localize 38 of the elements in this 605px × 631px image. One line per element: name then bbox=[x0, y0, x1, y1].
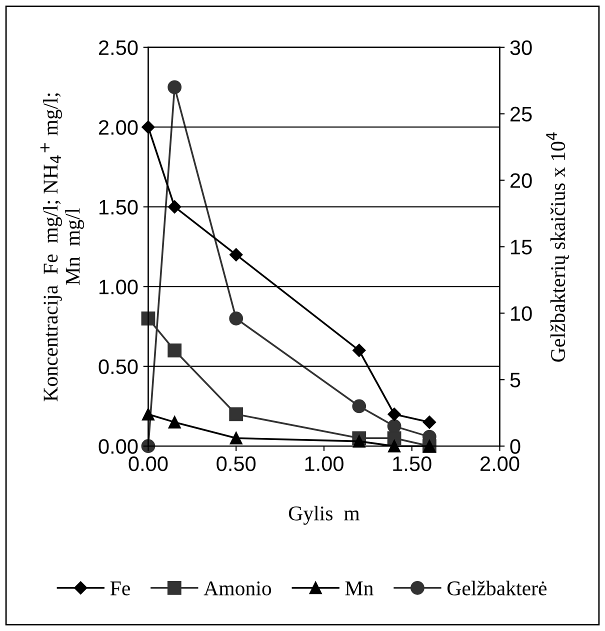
legend-label: Gelžbakterė bbox=[447, 580, 547, 596]
point bbox=[388, 408, 401, 421]
y-tick-label: 0.00 bbox=[98, 439, 138, 454]
y2-tick-label: 10 bbox=[511, 306, 532, 321]
point bbox=[230, 432, 242, 444]
point bbox=[229, 312, 244, 326]
point bbox=[352, 399, 366, 414]
legend-label: Amonio bbox=[204, 581, 272, 596]
y2-axis-title: Gelžbakterių skaičius x 10$^{4}$ bbox=[546, 132, 569, 362]
point bbox=[168, 80, 182, 94]
y2-tick-label: 0 bbox=[510, 439, 520, 454]
point bbox=[168, 200, 182, 214]
point bbox=[168, 416, 181, 428]
point bbox=[229, 407, 244, 422]
x-tick-label: 2.00 bbox=[480, 456, 520, 472]
x-axis-title: Gylis m bbox=[288, 506, 360, 525]
y2-tick-label: 25 bbox=[510, 106, 532, 122]
y2-tick-label: 15 bbox=[511, 240, 532, 254]
y-tick-label: 1.00 bbox=[100, 280, 138, 294]
point bbox=[230, 248, 243, 262]
y-tick-label: 1.50 bbox=[100, 200, 138, 215]
x-tick-label: 0.00 bbox=[128, 456, 168, 472]
x-tick-label: 0.50 bbox=[216, 456, 256, 472]
legend-label: Fe bbox=[110, 582, 130, 596]
legend-label: Mn bbox=[345, 582, 374, 596]
text: Koncentracija Fe mg/l; NH$_{4}$$^{+}$ mg/l; Mn mg/l bbox=[40, 93, 84, 402]
y-tick-label: 2.50 bbox=[99, 40, 138, 56]
x-tick-label: 1.00 bbox=[305, 456, 344, 472]
point bbox=[352, 344, 366, 357]
point bbox=[422, 416, 436, 429]
y2-tick-label: 30 bbox=[510, 40, 532, 56]
y2-tick-label: 5 bbox=[510, 372, 520, 388]
y-tick-label: 0.50 bbox=[98, 359, 138, 374]
y2-tick-label: 20 bbox=[510, 173, 532, 188]
x-tick-label: 1.50 bbox=[393, 456, 432, 472]
point bbox=[388, 440, 401, 452]
y-tick-label: 2.00 bbox=[99, 120, 138, 135]
point bbox=[168, 343, 182, 358]
